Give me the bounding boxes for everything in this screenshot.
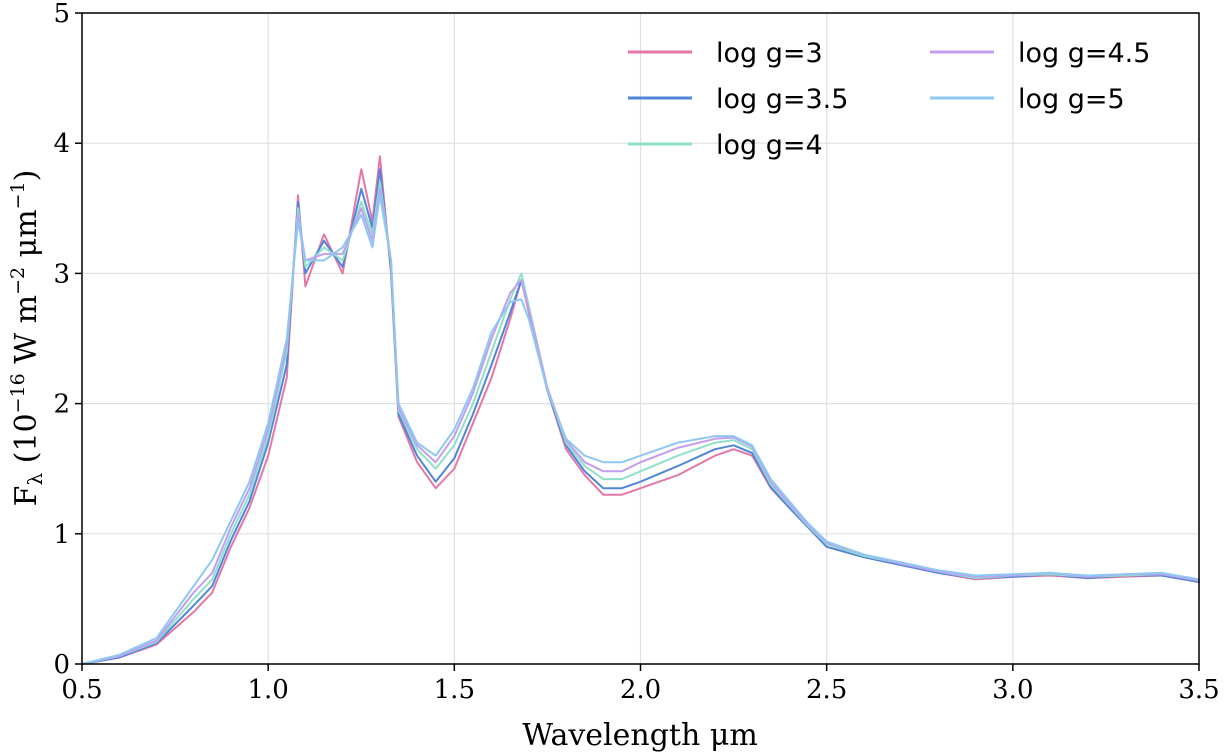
- x-tick-label: 1.0: [247, 675, 288, 705]
- x-tick-label: 2.5: [806, 675, 847, 705]
- y-tick-label: 4: [53, 129, 70, 159]
- x-tick-label: 3.0: [992, 675, 1033, 705]
- y-label-open: (10: [9, 413, 44, 472]
- y-label-close: ): [9, 170, 44, 182]
- y-label-subscript: λ: [23, 472, 47, 485]
- legend-label: log g=4: [716, 130, 823, 161]
- y-tick-label: 3: [53, 259, 70, 289]
- y-axis-label: Fλ (10−16 W m−2 μm−1): [7, 170, 47, 507]
- legend-label: log g=3: [716, 38, 823, 69]
- x-tick-label: 3.5: [1178, 675, 1219, 705]
- y-tick-label: 5: [53, 0, 70, 29]
- y-label-unit-2: μm: [9, 209, 44, 266]
- y-tick-label: 0: [53, 650, 70, 680]
- x-tick-label: 1.5: [434, 675, 475, 705]
- axis-ticks: 0.5 1.0 1.5 2.0 2.5 3.0 3.5 0 1 2 3 4 5: [53, 0, 1219, 705]
- y-label-unit-1: W m: [9, 295, 44, 373]
- series-line-5: [81, 194, 1200, 665]
- y-label-exponent-2: −2: [7, 267, 29, 295]
- y-label-prefix: F: [9, 485, 44, 506]
- x-tick-label: 0.5: [61, 675, 102, 705]
- legend-label: log g=3.5: [716, 84, 848, 115]
- y-tick-label: 1: [53, 520, 70, 550]
- legend-label: log g=5: [1018, 84, 1125, 115]
- legend: log g=3 log g=3.5 log g=4 log g=4.5 log g=5: [628, 38, 1150, 161]
- y-tick-label: 2: [53, 390, 70, 420]
- x-axis-label: Wavelength μm: [522, 718, 758, 753]
- x-tick-label: 2.0: [620, 675, 661, 705]
- series-lines: [81, 155, 1200, 665]
- y-label-exponent-1: −16: [7, 373, 29, 413]
- legend-label: log g=4.5: [1018, 38, 1150, 69]
- y-label-exponent-3: −1: [7, 181, 29, 209]
